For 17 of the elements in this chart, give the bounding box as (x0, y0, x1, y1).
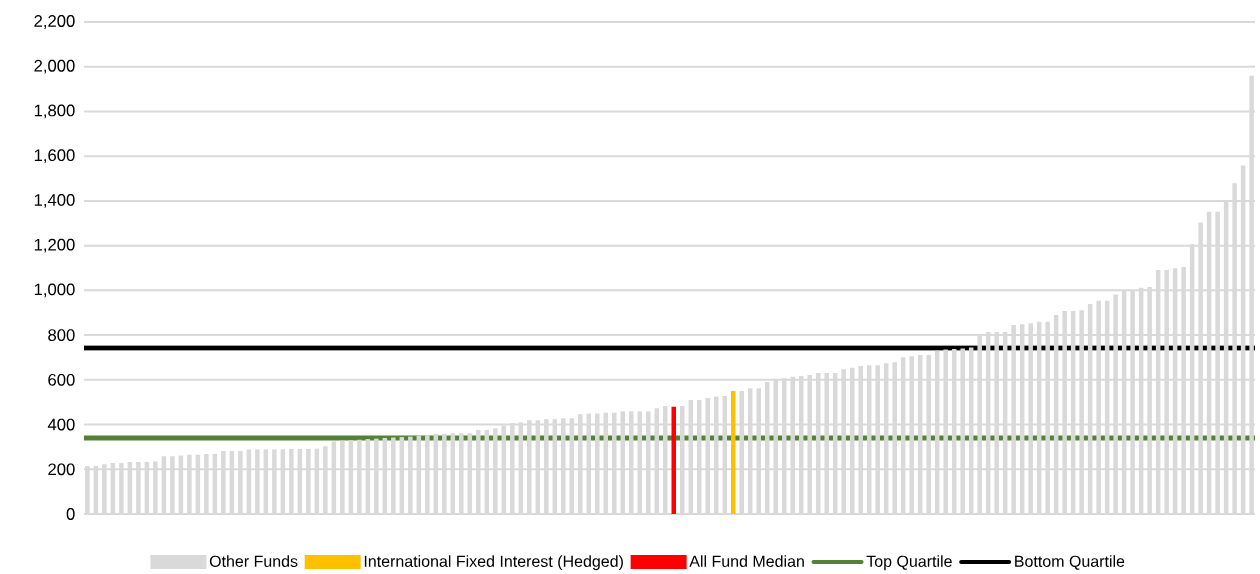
legend-label: International Fixed Interest (Hedged) (364, 555, 623, 571)
legend-label: Other Funds (209, 555, 298, 567)
y-tick-label: 200 (48, 463, 75, 476)
y-tick-label: 0 (66, 508, 75, 520)
y-tick-label: 1,000 (34, 283, 75, 298)
y-tick-label: 2,200 (34, 15, 75, 29)
y-tick-label: 1,400 (34, 193, 75, 208)
legend-label: Top Quartile (866, 555, 952, 571)
y-tick-label: 400 (47, 418, 75, 431)
legend-label: All Fund Median (689, 555, 804, 567)
y-tick-label: 1,200 (34, 238, 75, 253)
y-tick-label: 600 (48, 373, 75, 386)
y-tick-label: 800 (48, 329, 75, 341)
y-tick-label: 1,600 (34, 149, 75, 163)
legend-label: Bottom Quartile (1015, 555, 1125, 570)
y-tick-label: 1,800 (34, 104, 75, 119)
y-tick-label: 2,000 (34, 59, 75, 74)
